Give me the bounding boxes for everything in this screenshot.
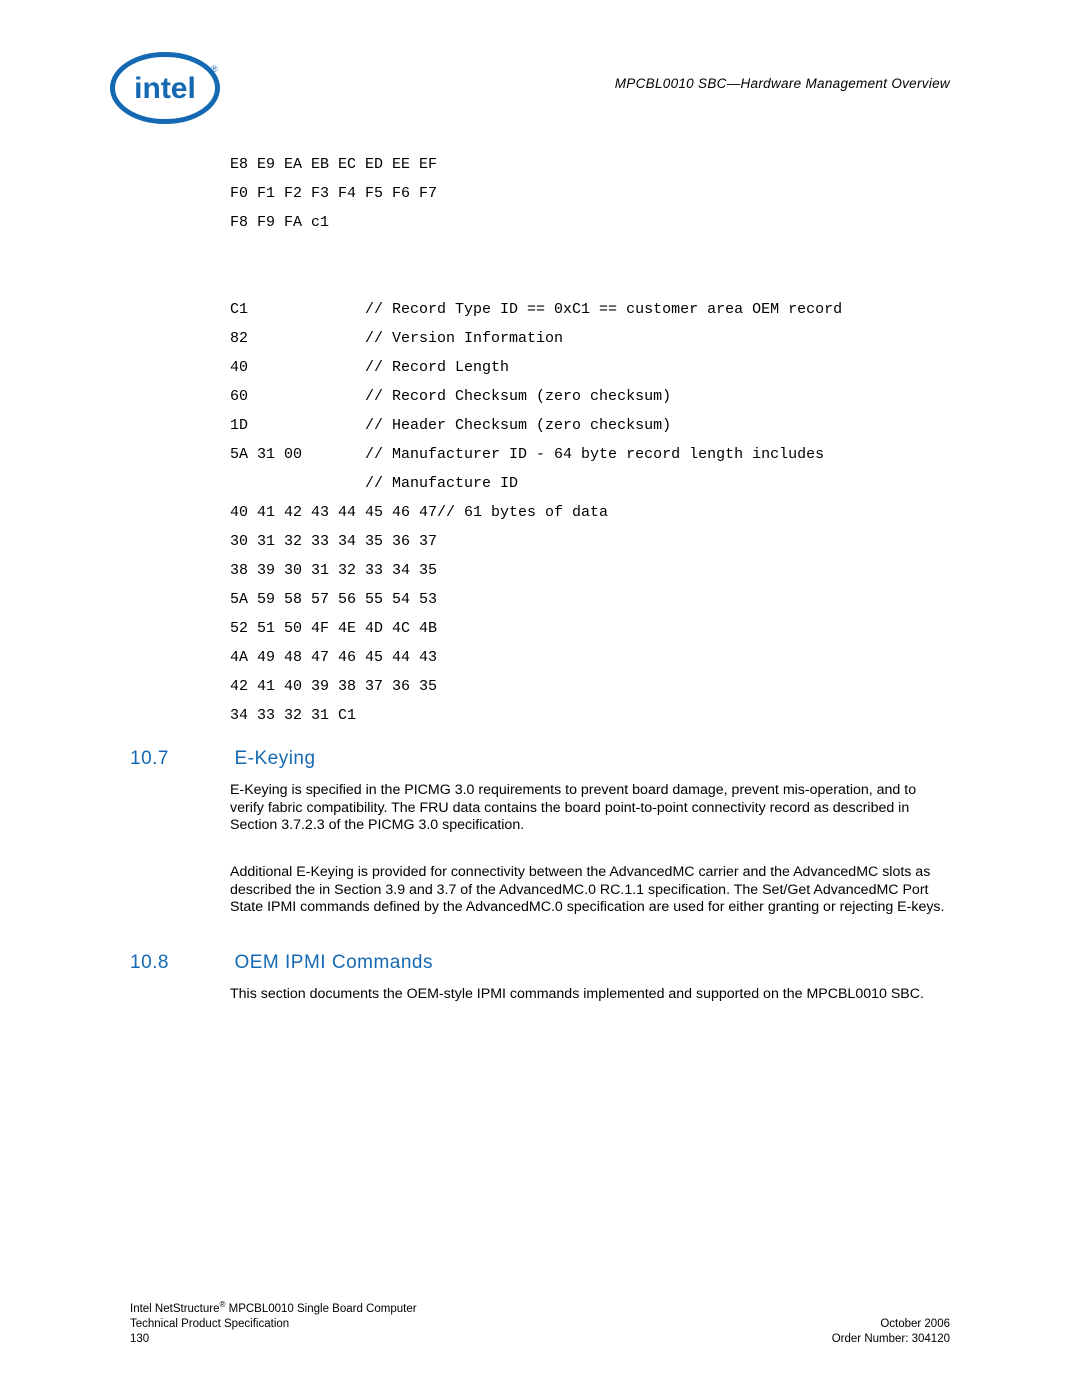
- footer-product-pre: Intel NetStructure: [130, 1303, 219, 1315]
- footer-right: October 2006 Order Number: 304120: [832, 1317, 950, 1347]
- footer-doc-type: Technical Product Specification: [130, 1317, 417, 1332]
- intel-logo: intel ®: [110, 52, 220, 124]
- section-number-10-8: 10.8: [130, 952, 230, 974]
- svg-text:®: ®: [211, 64, 218, 74]
- paragraph: Additional E-Keying is provided for conn…: [230, 864, 950, 917]
- section-title-oem-ipmi-commands: OEM IPMI Commands: [234, 952, 433, 974]
- section-title-e-keying: E-Keying: [234, 748, 315, 770]
- code-listing: E8 E9 EA EB EC ED EE EF F0 F1 F2 F3 F4 F…: [230, 150, 950, 730]
- svg-text:intel: intel: [134, 72, 196, 105]
- running-header: MPCBL0010 SBC—Hardware Management Overvi…: [615, 76, 950, 91]
- footer-left: Intel NetStructure® MPCBL0010 Single Boa…: [130, 1297, 417, 1347]
- section-number-10-7: 10.7: [130, 748, 230, 770]
- footer-order-number: Order Number: 304120: [832, 1332, 950, 1347]
- paragraph: E-Keying is specified in the PICMG 3.0 r…: [230, 782, 950, 835]
- footer-product-post: MPCBL0010 Single Board Computer: [225, 1303, 416, 1315]
- footer-page-number: 130: [130, 1332, 417, 1347]
- paragraph: This section documents the OEM-style IPM…: [230, 986, 950, 1004]
- footer-date: October 2006: [832, 1317, 950, 1332]
